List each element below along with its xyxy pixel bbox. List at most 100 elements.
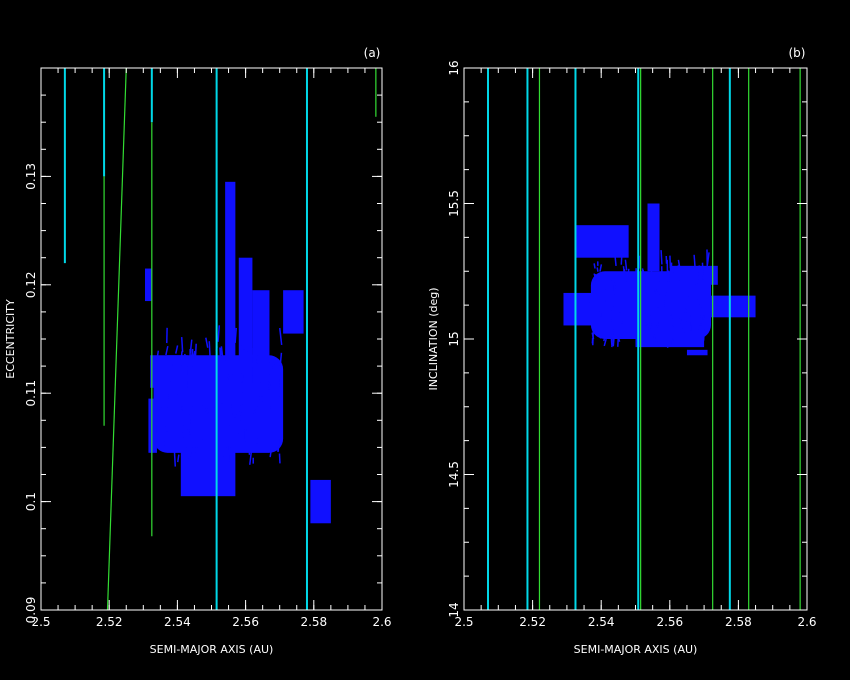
cloud-streak — [235, 427, 239, 435]
cloud-streak — [609, 271, 613, 289]
cloud-streak — [240, 402, 243, 412]
y-axis: 14 14.5 15 15.5 16 — [447, 60, 807, 618]
x-axis-label: SEMI-MAJOR AXIS (AU) — [150, 643, 274, 656]
cloud-streak — [698, 319, 702, 326]
cloud-streak — [185, 366, 189, 375]
cloud-streak — [655, 323, 659, 330]
cloud-streak — [229, 455, 232, 465]
cloud-streak — [177, 406, 180, 424]
cloud-streak — [242, 335, 245, 350]
cloud-streak — [231, 400, 234, 417]
panel-label: (b) — [789, 46, 806, 60]
cloud-streak — [678, 314, 683, 324]
cloud-streak — [653, 336, 657, 342]
y-axis-label: ECCENTRICITY — [4, 299, 17, 379]
cloud-streak — [646, 322, 649, 330]
cloud-streak — [164, 426, 167, 437]
cloud-streak — [208, 341, 211, 357]
cloud-streak — [277, 438, 280, 452]
cloud-streak — [707, 306, 711, 315]
cloud-streak — [700, 307, 703, 324]
cloud-streak — [179, 409, 183, 424]
cloud-streak — [705, 288, 708, 295]
cloud-streak — [210, 389, 213, 403]
cloud-streak — [611, 301, 615, 313]
cloud-streak — [250, 432, 254, 440]
cloud-streak — [696, 322, 700, 335]
cloud-streak — [244, 347, 249, 363]
cloud-streak — [660, 250, 663, 265]
cloud-streak — [619, 295, 622, 313]
cloud-streak — [593, 263, 596, 269]
cloud-streak — [611, 342, 614, 348]
cloud-streak — [219, 347, 223, 356]
cloud-streak — [175, 345, 179, 354]
cloud-streak — [195, 438, 199, 453]
cloud-streak — [603, 338, 607, 347]
cloud-streak — [170, 365, 174, 382]
cloud-streak — [181, 423, 186, 436]
cloud-streak — [185, 387, 188, 401]
cloud-streak — [229, 410, 233, 428]
cloud-streak — [588, 296, 592, 308]
cloud-streak — [664, 292, 667, 308]
plot-frame — [40, 67, 383, 611]
cloud-streak — [259, 379, 263, 397]
cloud-streak — [239, 410, 243, 416]
cloud-streak — [662, 293, 666, 309]
cloud-streak — [648, 277, 652, 290]
cloud-streak — [270, 404, 273, 409]
cloud-streak — [654, 247, 657, 265]
cloud-streak — [183, 437, 187, 451]
cloud-streak — [200, 425, 204, 440]
cloud-streak — [623, 269, 627, 286]
cloud-streak — [251, 363, 255, 378]
cloud-streak — [277, 372, 281, 387]
cloud-streak — [277, 393, 281, 409]
panel-label: (a) — [364, 46, 381, 60]
x-tick-label: 2.6 — [797, 615, 816, 629]
cloud-feature — [669, 265, 718, 285]
cloud-streak — [187, 417, 191, 435]
cloud-streak — [256, 348, 260, 362]
cloud-streak — [178, 363, 181, 380]
asteroid-cloud — [145, 181, 331, 524]
cloud-streak — [234, 327, 237, 344]
cloud-streak — [596, 267, 599, 272]
cloud-streak — [595, 275, 599, 283]
cloud-streak — [212, 407, 215, 422]
cloud-streak — [177, 381, 181, 396]
cloud-feature — [686, 349, 708, 356]
cloud-streak — [703, 302, 707, 315]
x-tick-label: 2.5 — [454, 615, 473, 629]
cloud-streak — [655, 331, 659, 342]
cloud-streak — [191, 350, 194, 367]
y-tick-label: 0.1 — [24, 492, 38, 511]
cloud-streak — [592, 328, 595, 346]
cloud-streak — [205, 407, 210, 414]
cloud-streak — [184, 353, 188, 369]
cloud-streak — [684, 297, 688, 311]
cloud-streak — [684, 308, 688, 322]
cloud-feature — [635, 325, 705, 348]
cloud-feature — [145, 268, 152, 302]
y-tick-label: 14.5 — [447, 461, 461, 488]
cloud-streak — [245, 392, 249, 408]
x-tick-label: 2.54 — [588, 615, 615, 629]
cloud-streak — [160, 413, 165, 427]
cloud-streak — [624, 259, 628, 271]
cloud-streak — [620, 247, 623, 265]
cloud-streak — [156, 350, 160, 361]
cloud-streak — [269, 445, 273, 458]
panel-a: 2.5 2.52 2.54 2.56 2.58 2.6 0.09 0.1 0.11 0.12 0.1… — [4, 46, 392, 656]
cloud-streak — [151, 410, 156, 420]
cloud-streak — [220, 346, 224, 361]
cloud-streak — [166, 393, 169, 408]
cloud-streak — [228, 376, 232, 389]
cloud-streak — [632, 277, 635, 295]
cloud-streak — [164, 415, 168, 432]
cloud-streak — [673, 268, 676, 275]
cloud-streak — [617, 329, 620, 347]
cloud-streak — [603, 333, 606, 342]
cloud-streak — [695, 289, 698, 305]
